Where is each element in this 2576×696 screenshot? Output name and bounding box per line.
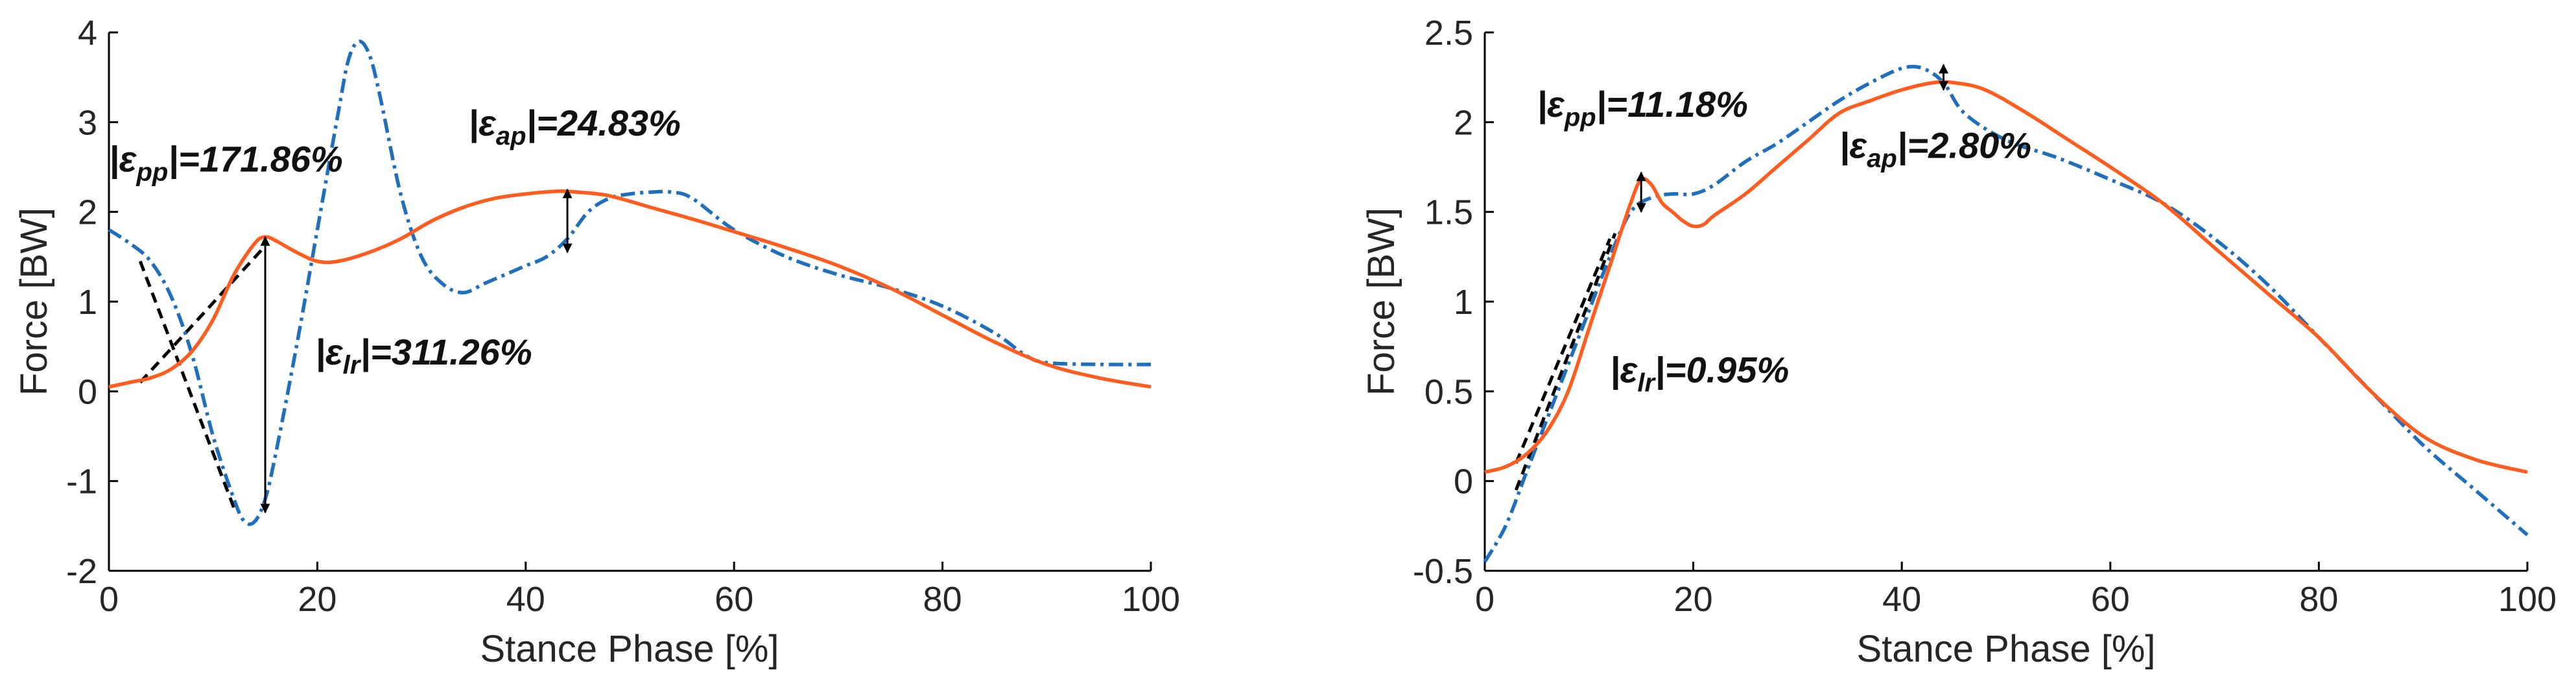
y-tick-label: -2 — [66, 552, 97, 591]
x-tick-label: 40 — [1882, 580, 1921, 619]
x-tick-label: 40 — [506, 580, 545, 619]
x-tick-label: 60 — [715, 580, 753, 619]
x-axis-label-right: Stance Phase [%] — [1856, 628, 2155, 670]
y-tick-label: 0 — [78, 372, 97, 411]
fit-line-loading-rate-left — [138, 260, 236, 509]
x-tick-label: 80 — [2299, 580, 2338, 619]
y-tick-label: 0.5 — [1424, 372, 1473, 411]
predicted-force-line-right — [1483, 64, 2529, 563]
y-tick-label: -0.5 — [1413, 552, 1473, 591]
x-tick-label: 100 — [2498, 580, 2557, 619]
y-tick-label: 4 — [78, 14, 97, 53]
fit-line-loading-rate-right — [1514, 232, 1617, 491]
annotation-pp-left: |εpp|=171.86% — [109, 138, 343, 186]
y-axis-label-left: Force [BW] — [13, 208, 55, 396]
x-tick-label: 0 — [99, 580, 119, 619]
chart-panel-right: 0 20 40 60 80 100 -0.500.511.522.5 |εpp|=11.1… — [1360, 14, 2557, 670]
y-tick-label: 0 — [1454, 462, 1473, 501]
predicted-force-line-left — [108, 40, 1152, 526]
y-ticks-right: -0.5 0 0.5 1 1.5 2 2.5 — [1413, 14, 1494, 591]
x-tick-label: 100 — [1122, 580, 1180, 619]
y-tick-label: 1 — [78, 283, 97, 322]
x-ticks-left: 0 20 40 60 80 100 — [99, 562, 1180, 619]
x-tick-label: 0 — [1475, 580, 1495, 619]
y-tick-label: 2 — [78, 193, 97, 232]
measured-force-line-left — [108, 189, 1152, 389]
chart-panel-left: 0 20 40 60 80 100 -2 -1 0 1 2 3 4 |εpp|=171.86% |εa… — [13, 14, 1180, 670]
y-axis-label-right: Force [BW] — [1360, 208, 1402, 396]
x-ticks-right: 0 20 40 60 80 100 — [1475, 562, 2557, 619]
x-tick-label: 80 — [923, 580, 962, 619]
annotation-ap-right: |εap|=2.80% — [1839, 125, 2031, 173]
x-tick-label: 60 — [2091, 580, 2130, 619]
y-tick-label: 3 — [78, 103, 97, 142]
annotation-ap-left: |εap|=24.83% — [468, 102, 680, 150]
y-tick-label: 1 — [1454, 283, 1473, 322]
annotation-lr-right: |εlr|=0.95% — [1610, 350, 1789, 398]
annotation-pp-right: |εpp|=11.18% — [1537, 84, 1748, 132]
fit-line-peak-right — [1514, 238, 1612, 464]
y-tick-label: -1 — [66, 462, 97, 501]
x-tick-label: 20 — [1674, 580, 1713, 619]
x-axis-label-left: Stance Phase [%] — [480, 628, 779, 670]
y-ticks-left: -2 -1 0 1 2 3 4 — [66, 14, 118, 591]
annotation-lr-left: |εlr|=311.26% — [315, 331, 532, 379]
y-tick-label: 2.5 — [1424, 14, 1473, 53]
x-tick-label: 20 — [298, 580, 337, 619]
y-tick-label: 1.5 — [1424, 193, 1473, 232]
measured-force-line-right — [1484, 80, 2528, 474]
fit-line-peak-left — [139, 245, 266, 384]
y-tick-label: 2 — [1454, 103, 1473, 142]
